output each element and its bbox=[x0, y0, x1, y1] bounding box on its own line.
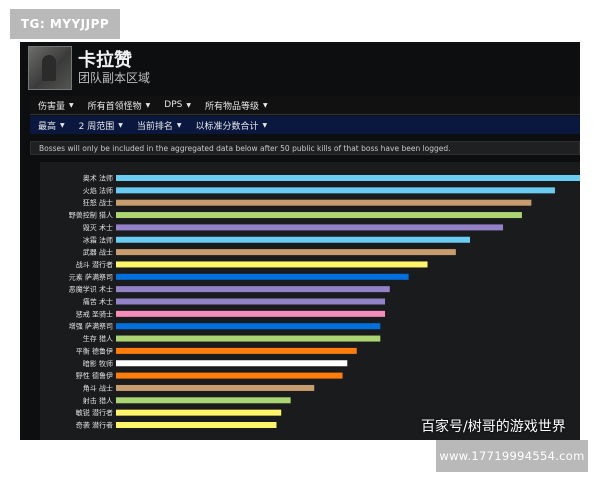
bar[interactable] bbox=[116, 261, 428, 268]
bar[interactable] bbox=[116, 298, 386, 305]
chevron-down-icon: ▼ bbox=[145, 101, 151, 109]
item-level-dropdown-label: 所有物品等级 bbox=[204, 101, 259, 112]
aggregate-dropdown-label: 以标准分数合计 bbox=[195, 121, 259, 132]
category-label: 惩戒 圣骑士 bbox=[76, 309, 113, 318]
bar[interactable] bbox=[116, 372, 343, 379]
chevron-down-icon: ▼ bbox=[60, 121, 65, 129]
chart-area: 奥术 法师火焰 法师狂怒 战士野兽控制 猎人毁灭 术士冰霜 法师武器 战士战斗 … bbox=[40, 162, 580, 440]
bar[interactable] bbox=[116, 212, 522, 219]
category-label: 生存 猎人 bbox=[83, 334, 113, 343]
chevron-down-icon: ▼ bbox=[186, 101, 191, 109]
boss-dropdown[interactable]: 所有首领怪物 ▼ bbox=[88, 99, 151, 112]
item-level-dropdown[interactable]: 所有物品等级 ▼ bbox=[205, 99, 268, 112]
bar[interactable] bbox=[116, 273, 409, 280]
category-label: 冰霜 法师 bbox=[83, 235, 113, 244]
category-label: 增强 萨满祭司 bbox=[69, 322, 113, 331]
category-label: 狂怒 战士 bbox=[83, 198, 113, 207]
category-label: 奥术 法师 bbox=[83, 174, 113, 183]
page-subtitle: 团队副本区域 bbox=[78, 71, 151, 85]
chevron-down-icon: ▼ bbox=[263, 101, 268, 109]
category-label: 元素 萨满祭司 bbox=[69, 272, 113, 281]
bar[interactable] bbox=[116, 286, 390, 293]
raid-panel: 卡拉赞 团队副本区域 伤害量 ▼ 所有首领怪物 ▼ DPS ▼ 所有物品等级 ▼… bbox=[20, 42, 580, 440]
category-label: 痛苦 术士 bbox=[83, 297, 113, 306]
bar[interactable] bbox=[116, 187, 555, 194]
category-label: 战斗 潜行者 bbox=[76, 260, 113, 269]
category-label: 恶魔学识 术士 bbox=[69, 285, 113, 294]
watermark-inner: 百家号/树哥的游戏世界 bbox=[421, 419, 566, 435]
bar[interactable] bbox=[116, 384, 315, 391]
category-label: 平衡 德鲁伊 bbox=[76, 346, 113, 355]
bar[interactable] bbox=[116, 360, 348, 367]
bar[interactable] bbox=[116, 409, 282, 416]
category-label: 敏锐 潜行者 bbox=[76, 408, 113, 417]
rank-mode-dropdown-label: 最高 bbox=[38, 121, 57, 132]
category-label: 毁灭 术士 bbox=[83, 223, 113, 232]
primary-filter-bar: 伤害量 ▼ 所有首领怪物 ▼ DPS ▼ 所有物品等级 ▼ bbox=[30, 96, 580, 115]
watermark-top: TG: MYYJJPP bbox=[10, 9, 120, 39]
category-label: 野兽控制 猎人 bbox=[69, 211, 113, 220]
ranking-dropdown[interactable]: 当前排名 ▼ bbox=[137, 119, 182, 132]
bar[interactable] bbox=[116, 249, 456, 256]
bar[interactable] bbox=[116, 199, 532, 206]
time-range-dropdown-label: 2 周范围 bbox=[78, 121, 115, 132]
metric-dropdown[interactable]: 伤害量 ▼ bbox=[38, 99, 74, 112]
chevron-down-icon: ▼ bbox=[69, 101, 74, 109]
page-header: 卡拉赞 团队副本区域 bbox=[20, 42, 580, 92]
category-label: 奇袭 潜行者 bbox=[76, 421, 113, 430]
chevron-down-icon: ▼ bbox=[176, 121, 182, 129]
chevron-down-icon: ▼ bbox=[262, 121, 268, 129]
bar[interactable] bbox=[116, 335, 381, 342]
boss-dropdown-label: 所有首领怪物 bbox=[87, 101, 142, 112]
bar[interactable] bbox=[116, 224, 504, 231]
category-label: 野性 德鲁伊 bbox=[76, 371, 113, 380]
info-notice: Bosses will only be included in the aggr… bbox=[30, 141, 580, 155]
page-title: 卡拉赞 bbox=[78, 50, 132, 71]
zone-avatar bbox=[28, 46, 72, 90]
chevron-down-icon: ▼ bbox=[118, 121, 123, 129]
category-label: 暗影 牧师 bbox=[83, 359, 113, 368]
bar[interactable] bbox=[116, 422, 277, 428]
bar[interactable] bbox=[116, 175, 580, 181]
bar[interactable] bbox=[116, 236, 470, 243]
bar[interactable] bbox=[116, 323, 381, 330]
category-label: 火焰 法师 bbox=[83, 186, 113, 195]
watermark-bottom: www.17719994554.com bbox=[436, 440, 588, 472]
aggregate-dropdown[interactable]: 以标准分数合计 ▼ bbox=[196, 119, 268, 132]
ranking-dropdown-label: 当前排名 bbox=[136, 121, 173, 132]
bar[interactable] bbox=[116, 397, 291, 404]
category-label: 武器 战士 bbox=[83, 248, 113, 257]
secondary-filter-bar: 最高 ▼ 2 周范围 ▼ 当前排名 ▼ 以标准分数合计 ▼ bbox=[30, 116, 580, 134]
role-dropdown[interactable]: DPS ▼ bbox=[164, 100, 191, 110]
time-range-dropdown[interactable]: 2 周范围 ▼ bbox=[79, 119, 123, 132]
bar[interactable] bbox=[116, 347, 357, 354]
category-label: 角斗 战士 bbox=[83, 383, 113, 392]
category-label: 射击 猎人 bbox=[83, 396, 113, 405]
metric-dropdown-label: 伤害量 bbox=[38, 101, 66, 112]
role-dropdown-label: DPS bbox=[164, 100, 183, 110]
rank-mode-dropdown[interactable]: 最高 ▼ bbox=[38, 119, 65, 132]
bar[interactable] bbox=[116, 310, 386, 317]
